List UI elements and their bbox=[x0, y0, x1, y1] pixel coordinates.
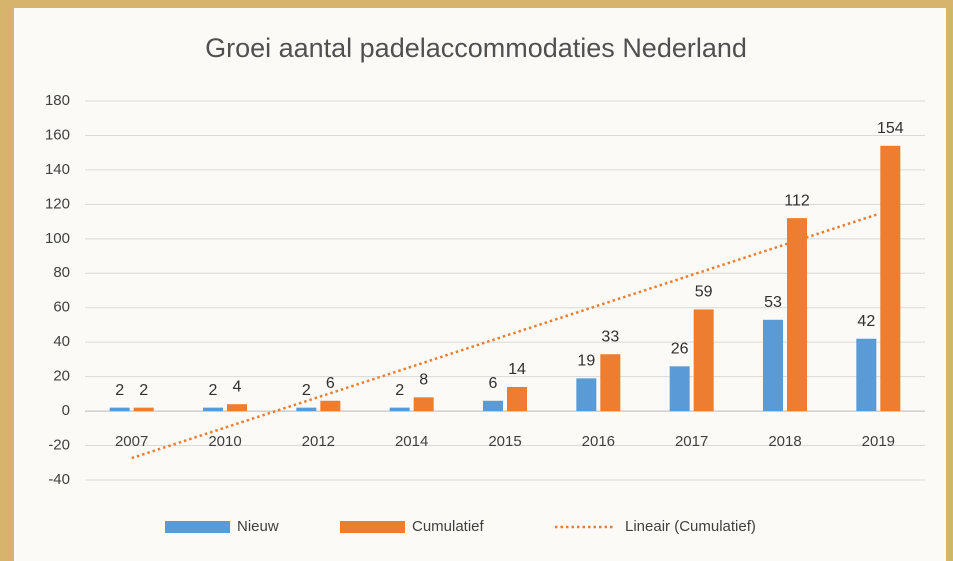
data-label: 8 bbox=[419, 372, 428, 389]
bar bbox=[203, 407, 223, 412]
bar bbox=[296, 407, 317, 412]
legend-label: Cumulatief bbox=[412, 518, 485, 535]
data-label: 6 bbox=[489, 375, 498, 392]
y-tick-label: -20 bbox=[48, 437, 70, 454]
bar bbox=[483, 400, 503, 412]
data-label: 4 bbox=[233, 378, 242, 395]
trend-line bbox=[131, 212, 879, 460]
data-label: 42 bbox=[857, 313, 875, 330]
data-label: 2 bbox=[209, 382, 218, 399]
y-tick-label: 180 bbox=[45, 92, 70, 109]
y-tick-label: 40 bbox=[53, 333, 70, 350]
data-label: 2 bbox=[302, 382, 311, 399]
bar bbox=[507, 386, 527, 412]
data-label: 112 bbox=[784, 192, 810, 209]
x-tick-label: 2010 bbox=[208, 433, 241, 450]
data-label: 154 bbox=[877, 120, 904, 137]
bar bbox=[413, 397, 434, 412]
x-tick-label: 2017 bbox=[675, 433, 708, 450]
bar bbox=[856, 338, 877, 412]
bar bbox=[669, 366, 690, 412]
bar bbox=[576, 378, 597, 412]
y-tick-label: 100 bbox=[45, 230, 70, 247]
bar bbox=[880, 145, 901, 412]
data-label: 59 bbox=[695, 284, 713, 301]
x-tick-label: 2019 bbox=[862, 433, 895, 450]
chart-title: Groei aantal padelaccommodaties Nederlan… bbox=[205, 33, 747, 63]
data-label: 19 bbox=[577, 353, 595, 370]
data-label: 2 bbox=[115, 382, 124, 399]
data-label: 14 bbox=[508, 361, 526, 378]
bar bbox=[763, 319, 783, 412]
x-tick-label: 2018 bbox=[768, 433, 801, 450]
data-label: 26 bbox=[671, 341, 689, 358]
bar bbox=[389, 407, 410, 412]
legend-swatch bbox=[340, 521, 405, 533]
bar bbox=[109, 407, 130, 412]
x-tick-label: 2012 bbox=[302, 433, 335, 450]
legend-label: Nieuw bbox=[237, 518, 279, 535]
y-tick-label: 0 bbox=[62, 402, 70, 419]
y-tick-label: 60 bbox=[53, 299, 70, 316]
y-tick-label: -40 bbox=[48, 471, 70, 488]
y-tick-label: 160 bbox=[45, 126, 70, 143]
legend-label: Lineair (Cumulatief) bbox=[625, 518, 756, 535]
bar bbox=[787, 218, 807, 412]
legend-swatch bbox=[165, 521, 230, 533]
bar bbox=[693, 309, 714, 412]
data-label: 2 bbox=[139, 382, 148, 399]
y-tick-label: 120 bbox=[45, 195, 70, 212]
y-tick-label: 80 bbox=[53, 264, 70, 281]
data-label: 53 bbox=[764, 294, 782, 311]
data-label: 2 bbox=[395, 382, 404, 399]
x-tick-label: 2015 bbox=[488, 433, 521, 450]
bar bbox=[320, 400, 341, 412]
bar bbox=[227, 404, 247, 412]
x-tick-label: 2007 bbox=[115, 433, 148, 450]
y-tick-label: 140 bbox=[45, 161, 70, 178]
bar bbox=[133, 407, 154, 412]
x-tick-label: 2014 bbox=[395, 433, 428, 450]
x-tick-label: 2016 bbox=[582, 433, 615, 450]
data-label: 33 bbox=[601, 328, 619, 345]
data-label: 6 bbox=[326, 375, 335, 392]
y-tick-label: 20 bbox=[53, 368, 70, 385]
bar bbox=[600, 354, 621, 412]
